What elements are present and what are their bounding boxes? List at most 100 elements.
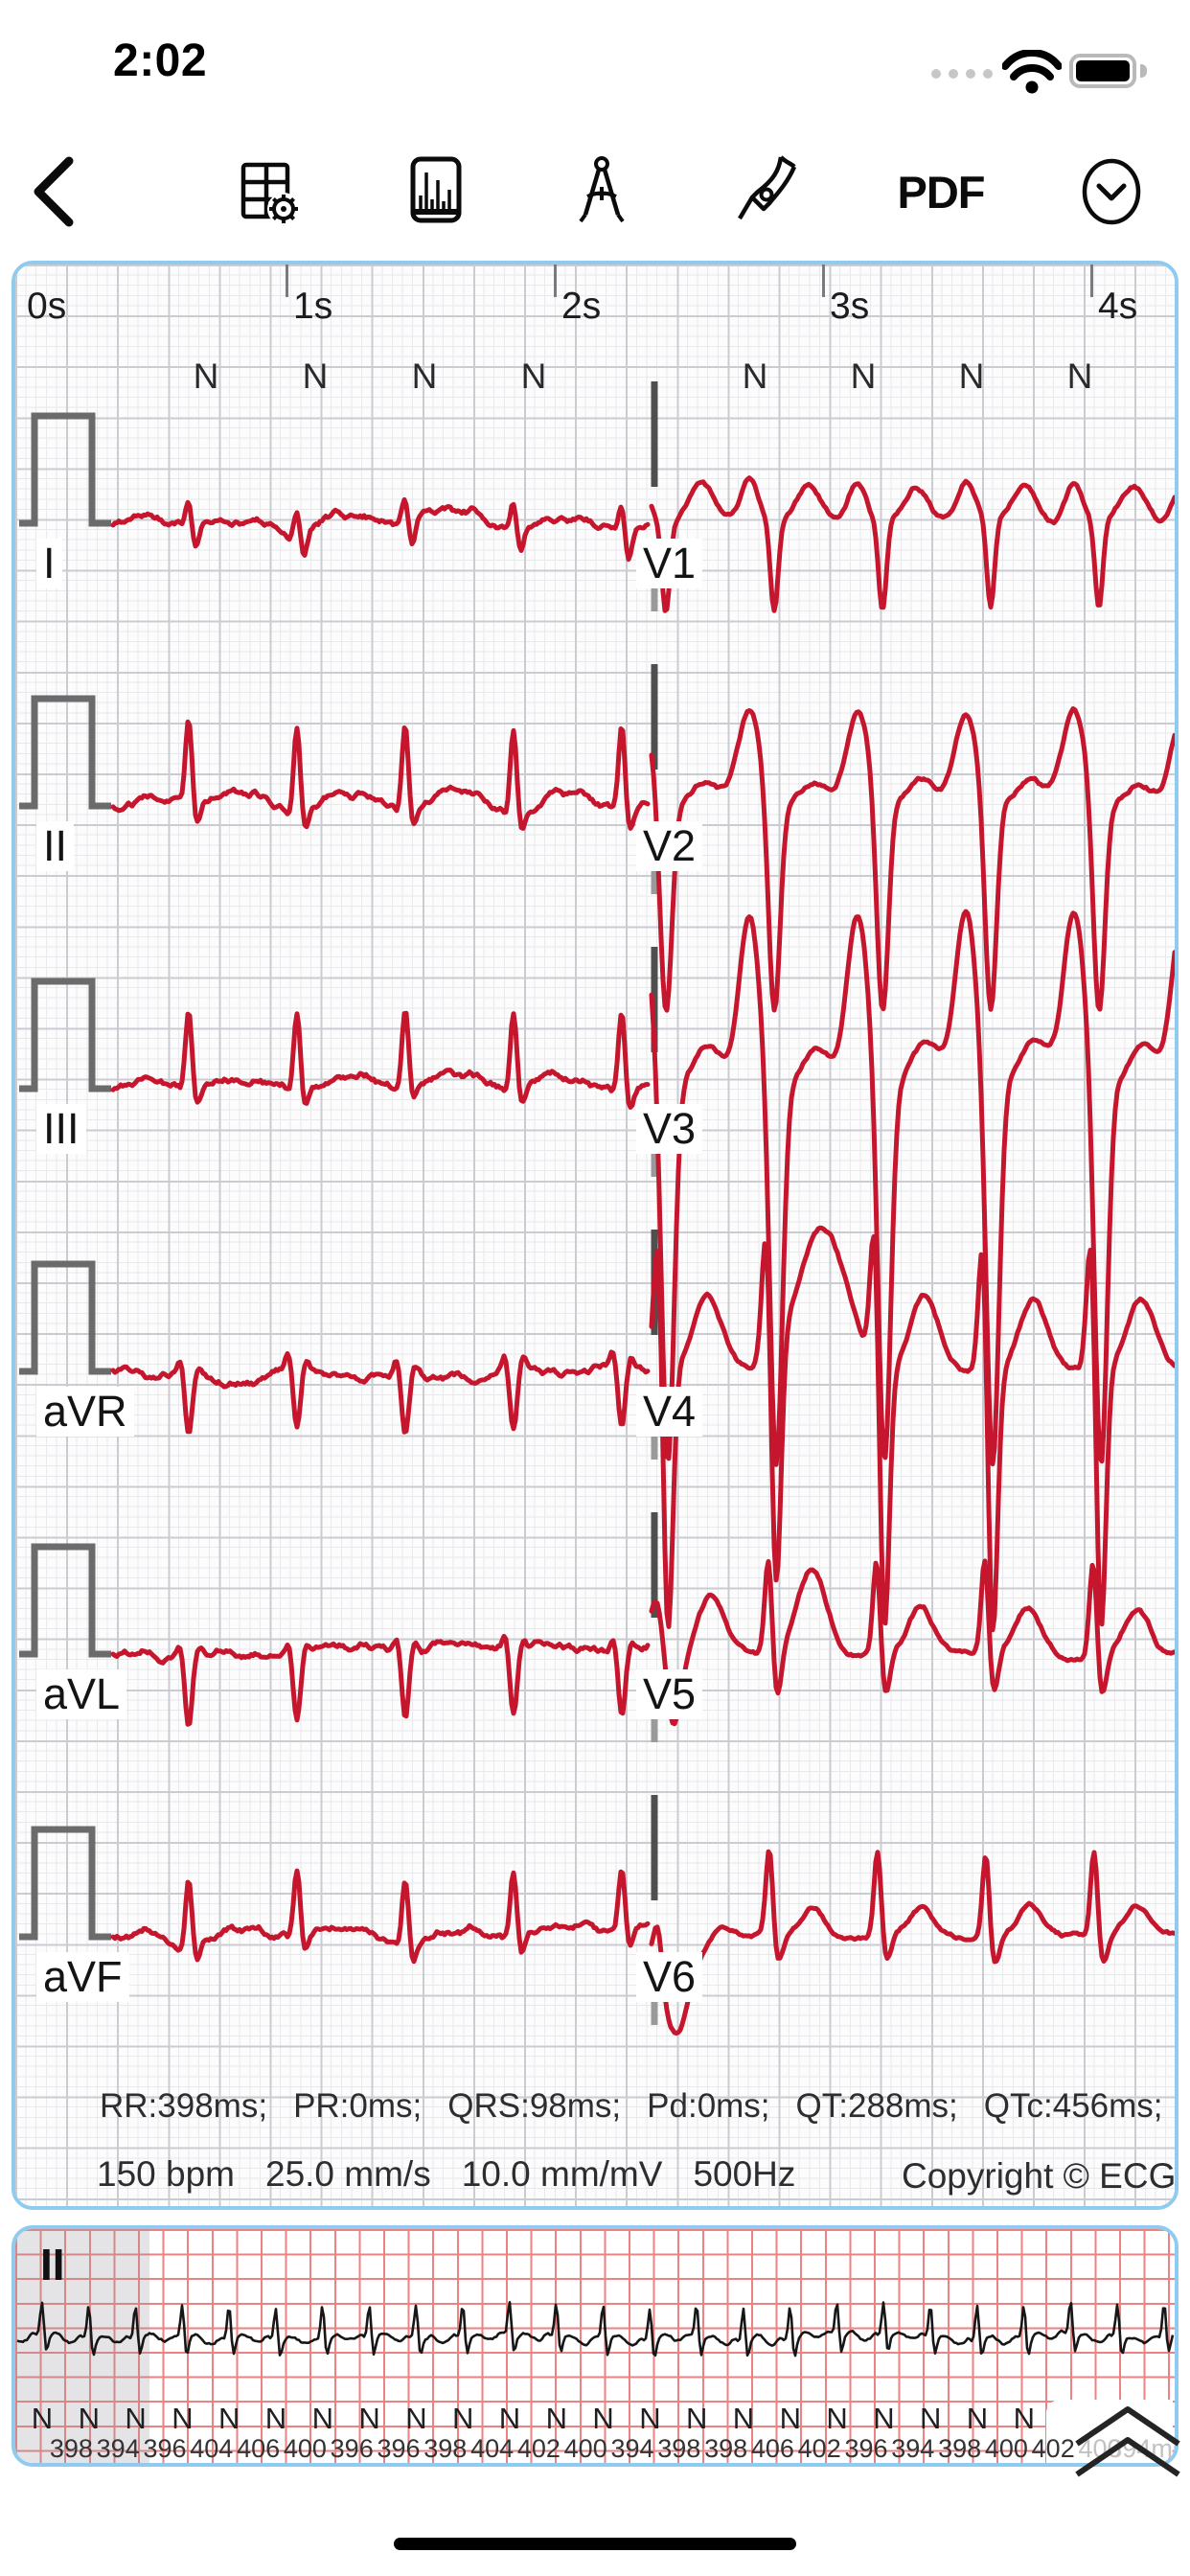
back-chevron-icon [34,156,74,227]
lead-label-V2: V2 [636,821,703,871]
rhythm-beat-annotation: N [826,2402,848,2435]
rhythm-beat-annotation: N [405,2402,427,2435]
rhythm-beat-annotation: N [31,2402,54,2435]
ecg-report-panel[interactable]: 0s 1s 2s 3s 4s N N N N N N N N I V1 II V2 III V3 aVR V4 aVL… [11,261,1179,2210]
beat-annotation: N [958,356,985,396]
rhythm-beat-annotation: N [873,2402,895,2435]
rhythm-interval-value: 404 [470,2434,515,2463]
time-tick [554,264,557,297]
pdf-button[interactable]: PDF [881,150,1000,234]
stats-line: 150 bpm 25.0 mm/s 10.0 mm/mV 500Hz [97,2154,795,2195]
calibration-pulse [19,1260,111,1375]
rhythm-interval-value: 404 [190,2434,234,2463]
expand-strip-button[interactable] [1071,2400,1184,2484]
beat-annotation: N [1066,356,1093,396]
rhythm-beat-annotation: N [732,2402,755,2435]
lead-label-III: III [36,1104,86,1154]
trace-V5 [649,1558,1175,1727]
cellular-dot-icon [966,69,975,79]
pdf-label: PDF [897,166,986,218]
stat-value: 25.0 mm/s [265,2154,431,2194]
lead-label-II: II [36,821,75,871]
rhythm-interval-value: 400 [283,2434,327,2463]
rhythm-interval-value: 402 [516,2434,561,2463]
stat-value: 10.0 mm/mV [461,2154,663,2194]
rhythm-beat-annotation: N [919,2402,942,2435]
cellular-dot-icon [931,69,941,79]
ecg-grid: 0s 1s 2s 3s 4s N N N N N N N N I V1 II V2 III V3 aVR V4 aVL… [15,264,1175,2206]
rhythm-trace [16,2301,1175,2358]
rhythm-beat-annotation: N [1013,2402,1035,2435]
calibration-pulse [19,1543,111,1658]
rhythm-interval-value: 394 [96,2434,140,2463]
histogram-icon [410,156,462,223]
trace-V2 [649,706,1175,1013]
calibration-pulse [19,412,111,527]
rhythm-interval-value: 400 [984,2434,1028,2463]
trace-V1 [649,475,1175,613]
rhythm-beat-annotation: N [545,2402,567,2435]
trace-aVL [110,1633,651,1727]
rhythm-interval-value: 396 [330,2434,374,2463]
rhythm-interval-value: 394 [610,2434,654,2463]
time-label: 1s [293,286,333,327]
rhythm-interval-value: 398 [704,2434,748,2463]
pen-nib-icon [738,155,797,220]
battery-cap [1140,64,1147,78]
beat-annotation: N [411,356,438,396]
home-indicator[interactable] [394,2538,796,2550]
trace-II [110,719,651,831]
rhythm-grid: II NNNNNNNNNNNNNNNNNNNNNNNN 398394396404… [15,2229,1175,2463]
collapse-button[interactable] [1071,150,1152,234]
trace-V4 [649,1225,1175,1633]
time-label: 0s [27,286,67,327]
caliper-button[interactable] [561,150,642,234]
layout-settings-button[interactable] [230,150,310,234]
measurements-line: RR:398ms; PR:0ms; QRS:98ms; Pd:0ms; QT:288ms… [100,2087,1163,2126]
rhythm-interval-value: 402 [1031,2434,1075,2463]
rhythm-beat-annotation: N [172,2402,194,2435]
trace-III [110,1010,651,1110]
rhythm-beat-annotation: N [498,2402,521,2435]
lead-label-aVF: aVF [36,1952,129,2002]
calibration-pulse [19,978,111,1092]
chevron-down-circle-icon [1082,158,1141,225]
lead-label-V5: V5 [636,1669,703,1719]
cellular-dot-icon [983,69,993,79]
lead-label-V1: V1 [636,539,703,588]
status-time: 2:02 [113,35,208,86]
beat-annotation: N [742,356,768,396]
beat-annotation: N [302,356,329,396]
cellular-dot-icon [949,69,958,79]
annotate-button[interactable] [731,150,812,234]
rhythm-beat-annotation: N [592,2402,614,2435]
lead-label-V3: V3 [636,1104,703,1154]
lead-label-I: I [36,539,62,588]
rhythm-beat-annotation: N [779,2402,801,2435]
trace-V3 [649,908,1175,1467]
rhythm-interval-value: 400 [563,2434,607,2463]
rhythm-interval-value: 396 [377,2434,421,2463]
lead-label-aVL: aVL [36,1669,127,1719]
wifi-icon [1002,50,1062,94]
measurement-value: QT:288ms; [795,2087,958,2125]
rhythm-selection-region[interactable] [15,2229,149,2463]
stat-value: 500Hz [693,2154,796,2194]
histogram-button[interactable] [396,150,476,234]
rhythm-interval-value: 402 [797,2434,841,2463]
rhythm-beat-annotation: N [451,2402,474,2435]
rhythm-interval-value: 398 [49,2434,93,2463]
time-tick [822,264,825,297]
time-label: 2s [561,286,602,327]
battery-icon [1069,54,1136,88]
rhythm-beat-annotation: N [264,2402,287,2435]
rhythm-waveform [16,2301,1175,2358]
rhythm-strip-panel[interactable]: II NNNNNNNNNNNNNNNNNNNNNNNN 398394396404… [11,2225,1179,2467]
measurement-value: QRS:98ms; [447,2087,622,2125]
trace-I [110,496,651,563]
stat-value: 150 bpm [97,2154,235,2194]
rhythm-interval-value: 398 [938,2434,982,2463]
rhythm-beat-annotation: N [966,2402,989,2435]
back-button[interactable] [17,150,98,234]
